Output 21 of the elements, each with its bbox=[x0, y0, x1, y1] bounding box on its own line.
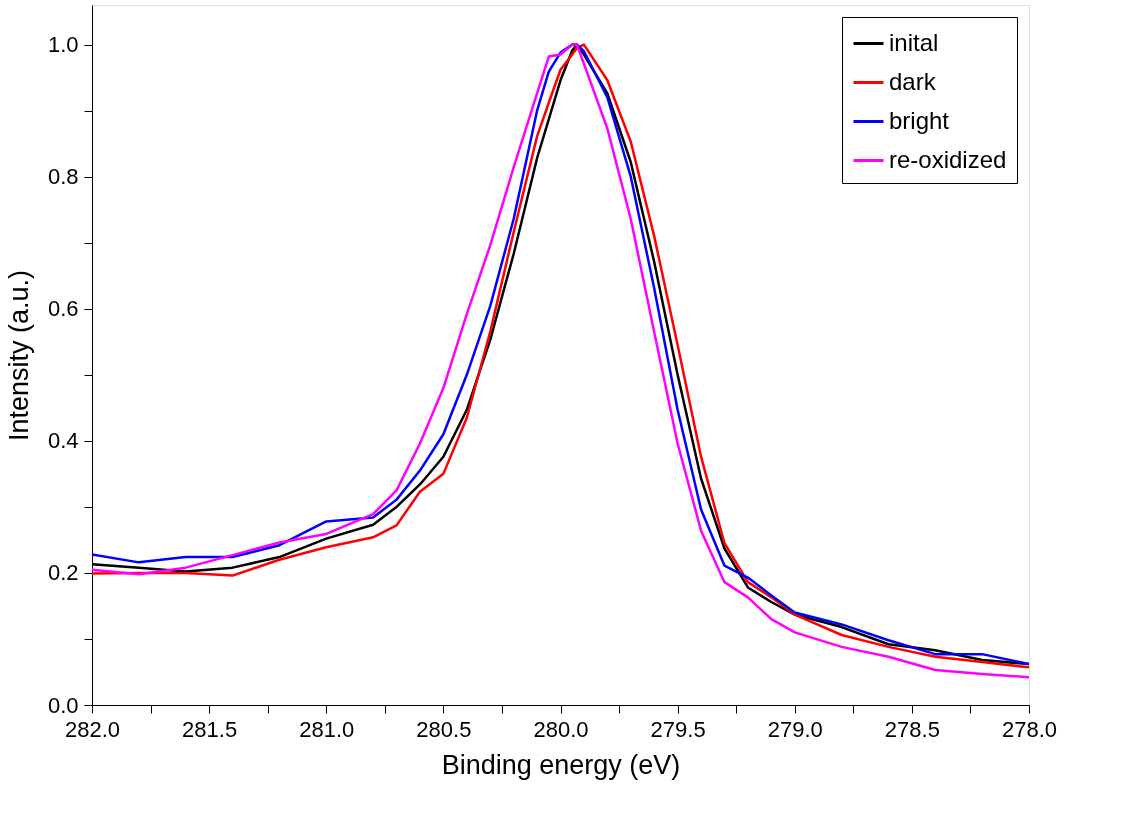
legend-label: bright bbox=[889, 106, 950, 134]
x-tick-label: 278.5 bbox=[884, 716, 940, 742]
legend-label: inital bbox=[889, 28, 939, 56]
x-tick-label: 282.0 bbox=[64, 716, 121, 742]
y-tick-label: 0.0 bbox=[47, 692, 79, 718]
x-tick-label: 279.5 bbox=[650, 716, 706, 742]
x-tick-label: 280.5 bbox=[416, 716, 472, 742]
x-axis-title: Binding energy (eV) bbox=[441, 749, 681, 780]
legend-label: dark bbox=[889, 67, 937, 95]
x-tick-label: 279.0 bbox=[767, 716, 823, 742]
legend-label: re-oxidized bbox=[889, 145, 1007, 173]
y-tick-label: 0.8 bbox=[47, 164, 79, 190]
x-tick-label: 280.0 bbox=[533, 716, 589, 742]
x-tick-label: 281.0 bbox=[299, 716, 355, 742]
y-tick-label: 1.0 bbox=[47, 32, 79, 58]
y-tick-label: 0.6 bbox=[47, 296, 79, 322]
y-tick-label: 0.4 bbox=[47, 428, 79, 454]
y-axis-title: Intensity (a.u.) bbox=[3, 269, 34, 442]
x-tick-label: 278.0 bbox=[1001, 716, 1058, 742]
x-tick-label: 281.5 bbox=[182, 716, 238, 742]
y-tick-label: 0.2 bbox=[47, 560, 79, 586]
